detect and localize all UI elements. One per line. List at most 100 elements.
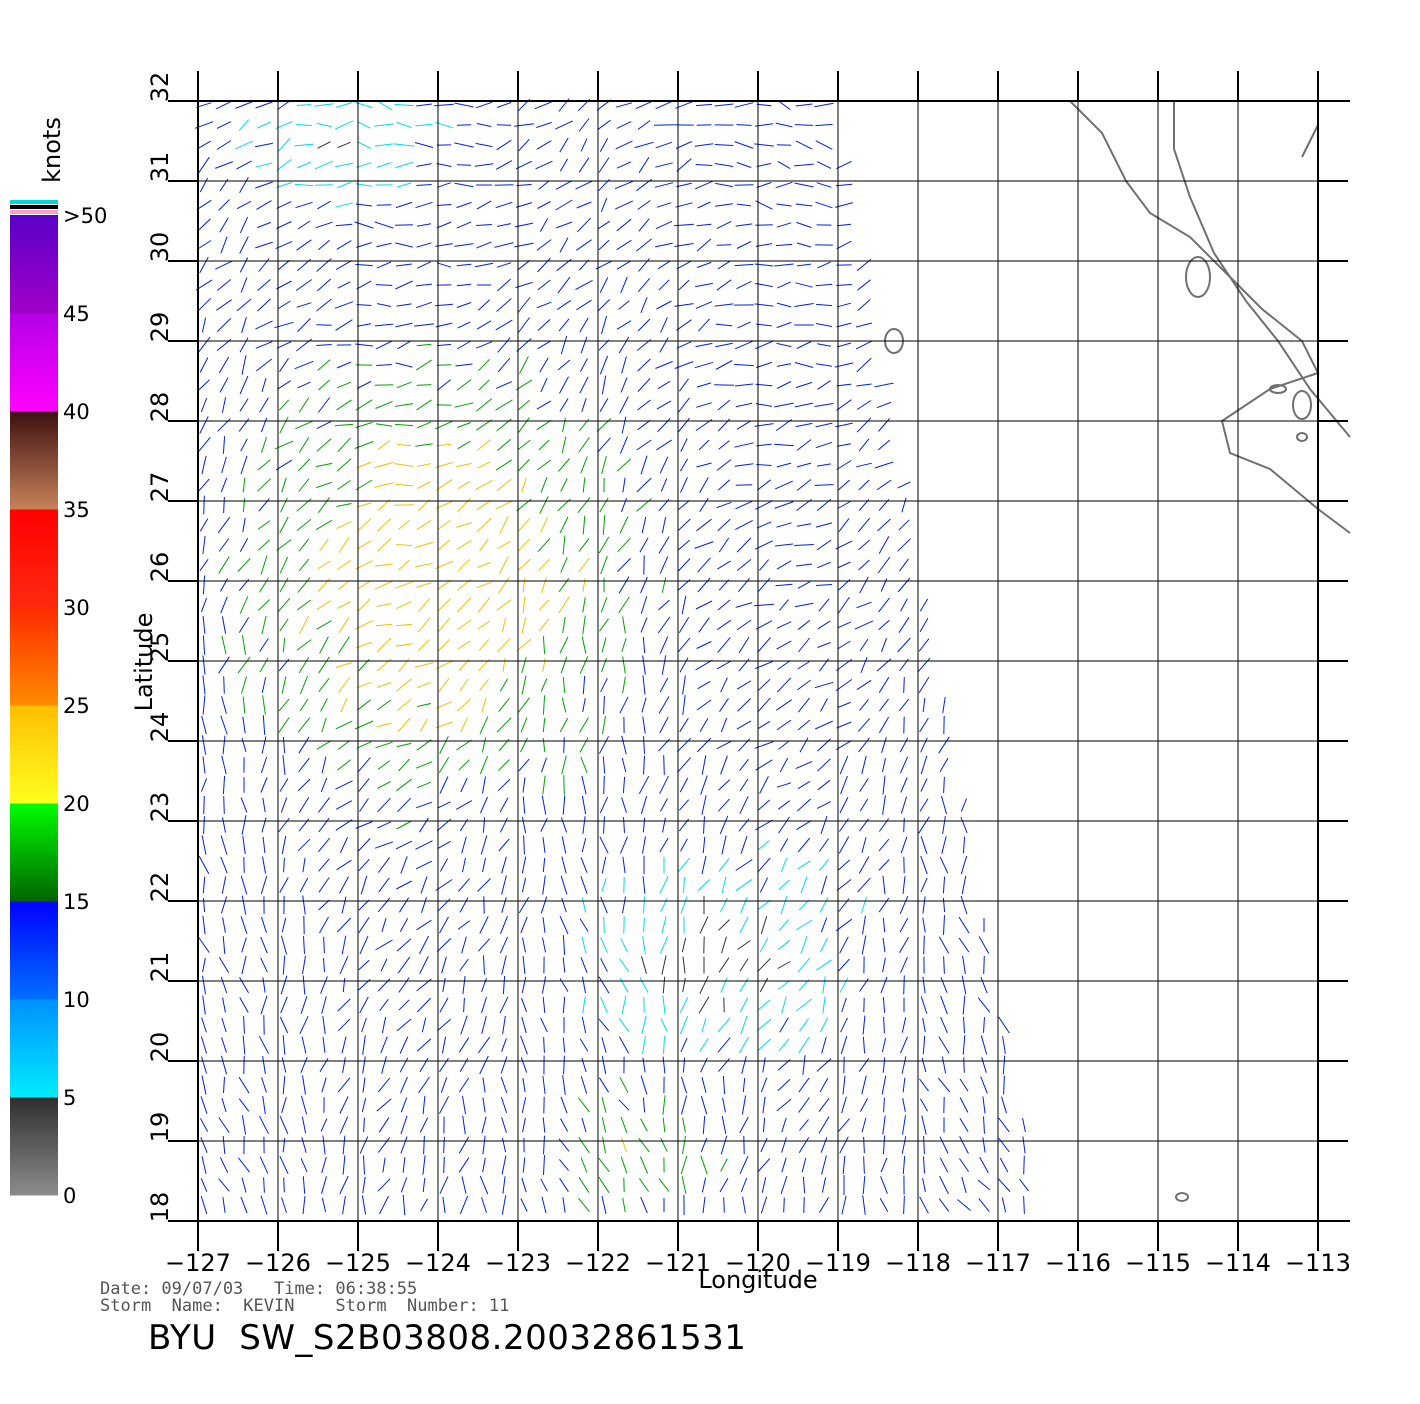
- wind-vector: [460, 898, 468, 913]
- wind-vector: [561, 818, 566, 833]
- wind-vector: [221, 597, 228, 613]
- wind-vector: [439, 1096, 448, 1113]
- wind-vector: [820, 898, 828, 913]
- wind-vector: [437, 580, 450, 589]
- wind-vector: [378, 1137, 389, 1152]
- wind-vector: [398, 341, 411, 349]
- wind-vector: [542, 758, 547, 772]
- wind-vector: [481, 797, 488, 813]
- wind-vector: [696, 165, 713, 166]
- wind-vector: [939, 1037, 949, 1054]
- wind-vector: [604, 696, 605, 714]
- wind-vector: [878, 440, 890, 450]
- wind-vector: [677, 320, 692, 331]
- wind-vector: [677, 758, 690, 773]
- wind-vector: [299, 398, 309, 413]
- wind-vector: [502, 1138, 505, 1152]
- wind-vector: [497, 125, 511, 126]
- wind-vector: [555, 121, 572, 129]
- wind-vector: [543, 876, 546, 895]
- wind-vector: [942, 796, 947, 814]
- wind-vector: [1020, 1179, 1029, 1191]
- wind-vector: [1004, 1076, 1005, 1095]
- wind-vector: [796, 564, 812, 566]
- wind-vector: [460, 1058, 468, 1071]
- wind-vector: [663, 977, 664, 994]
- wind-vector: [244, 1016, 245, 1034]
- wind-vector: [839, 959, 850, 971]
- wind-vector: [224, 676, 225, 693]
- wind-vector: [522, 1178, 526, 1192]
- wind-vector: [619, 577, 629, 594]
- wind-vector: [518, 318, 529, 333]
- wind-vector: [777, 322, 792, 327]
- wind-vector: [978, 1180, 990, 1190]
- wind-vector: [561, 876, 567, 895]
- wind-vector: [396, 363, 413, 367]
- wind-vector: [238, 657, 250, 673]
- wind-vector: [599, 537, 609, 553]
- wind-vector: [518, 440, 531, 450]
- wind-vector: [278, 598, 290, 612]
- wind-vector: [797, 342, 811, 349]
- wind-vector: [281, 976, 287, 995]
- wind-vector: [538, 202, 551, 209]
- wind-vector: [617, 321, 631, 330]
- wind-vector: [780, 1018, 789, 1033]
- wind-vector: [742, 1096, 745, 1115]
- wind-vector: [497, 439, 511, 450]
- wind-vector: [299, 657, 308, 673]
- wind-vector: [203, 536, 205, 554]
- wind-vector: [437, 222, 451, 228]
- wind-vector: [837, 241, 852, 249]
- wind-vector: [375, 462, 394, 467]
- wind-vector: [416, 104, 432, 106]
- colorbar-tick-label: 15: [63, 890, 90, 914]
- wind-vector: [416, 284, 432, 286]
- wind-vector: [339, 678, 350, 693]
- wind-vector: [639, 776, 648, 794]
- wind-vector: [622, 638, 626, 652]
- wind-vector: [778, 962, 791, 969]
- wind-vector: [523, 777, 525, 792]
- wind-vector: [761, 1078, 766, 1092]
- wind-vector: [639, 1138, 650, 1152]
- wind-vector: [777, 641, 792, 649]
- wind-vector: [561, 336, 566, 354]
- wind-vector: [257, 479, 270, 492]
- wind-vector: [359, 779, 369, 792]
- wind-vector: [638, 258, 649, 271]
- wind-vector: [643, 1058, 645, 1073]
- wind-vector: [777, 282, 790, 288]
- wind-vector: [503, 658, 505, 673]
- wind-vector: [702, 856, 706, 874]
- wind-vector: [618, 558, 631, 571]
- wind-vector: [437, 205, 452, 206]
- wind-vector: [280, 517, 288, 533]
- wind-vector: [924, 1136, 925, 1154]
- wind-vector: [243, 717, 245, 733]
- wind-vector: [859, 738, 870, 752]
- wind-vector: [438, 520, 451, 529]
- wind-vector: [517, 639, 531, 651]
- wind-vector: [801, 936, 807, 954]
- wind-vector: [604, 917, 605, 933]
- wind-vector: [859, 480, 869, 490]
- wind-vector: [563, 1197, 565, 1212]
- wind-vector: [300, 676, 307, 694]
- wind-vector: [817, 643, 830, 648]
- wind-vector: [463, 858, 466, 872]
- wind-vector: [559, 597, 570, 614]
- wind-vector: [779, 880, 790, 890]
- wind-vector: [240, 977, 249, 993]
- wind-vector: [582, 796, 585, 814]
- wind-vector: [456, 364, 473, 366]
- wind-vector: [318, 497, 329, 512]
- colorbar-band: [10, 803, 58, 902]
- wind-vector: [623, 617, 626, 634]
- wind-vector: [943, 898, 944, 912]
- wind-vector: [280, 877, 289, 892]
- wind-vector: [674, 244, 693, 247]
- wind-vector: [537, 240, 551, 251]
- wind-vector: [923, 698, 925, 712]
